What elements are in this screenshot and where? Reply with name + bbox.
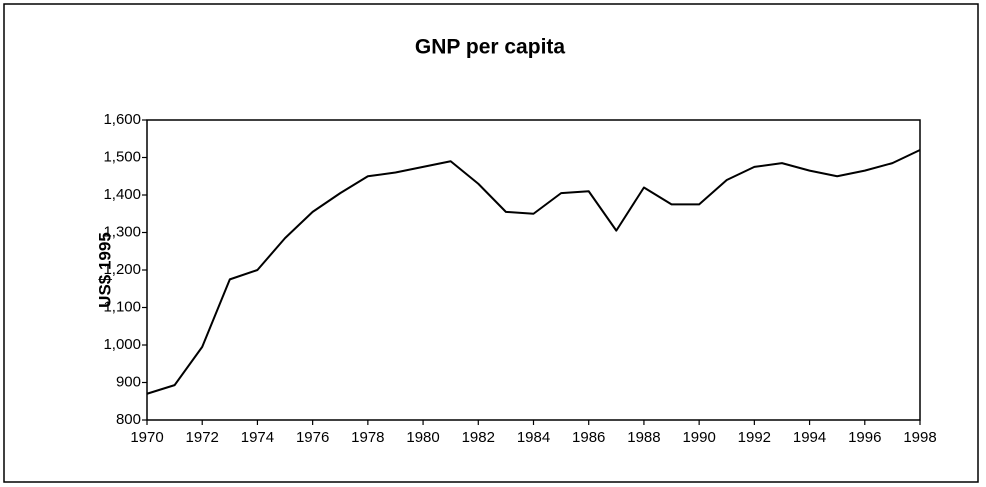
x-tick-label: 1982 bbox=[462, 429, 495, 446]
x-tick-label: 1990 bbox=[682, 429, 715, 446]
y-tick-label: 1,100 bbox=[103, 298, 141, 315]
y-tick-label: 900 bbox=[116, 373, 141, 390]
y-tick-label: 1,300 bbox=[103, 223, 141, 240]
y-axis-label: US$ 1995 bbox=[95, 232, 114, 308]
x-tick-label: 1986 bbox=[572, 429, 605, 446]
x-tick-label: 1972 bbox=[186, 429, 219, 446]
y-tick-label: 1,200 bbox=[103, 261, 141, 278]
plot-frame bbox=[146, 119, 921, 421]
x-tick-label: 1970 bbox=[130, 429, 163, 446]
chart-border bbox=[3, 3, 979, 483]
x-tick-label: 1984 bbox=[517, 429, 550, 446]
x-tick-label: 1998 bbox=[903, 429, 936, 446]
y-tick-label: 1,000 bbox=[103, 336, 141, 353]
x-tick-label: 1976 bbox=[296, 429, 329, 446]
x-tick-label: 1974 bbox=[241, 429, 274, 446]
x-tick-label: 1994 bbox=[793, 429, 826, 446]
y-tick-label: 1,600 bbox=[103, 111, 141, 128]
chart-title: GNP per capita bbox=[415, 36, 565, 59]
x-tick-label: 1978 bbox=[351, 429, 384, 446]
x-tick-label: 1988 bbox=[627, 429, 660, 446]
y-tick-label: 800 bbox=[116, 411, 141, 428]
data-line bbox=[146, 149, 921, 395]
x-tick-label: 1996 bbox=[848, 429, 881, 446]
y-tick-label: 1,400 bbox=[103, 186, 141, 203]
x-tick-label: 1992 bbox=[738, 429, 771, 446]
x-tick-label: 1980 bbox=[406, 429, 439, 446]
y-tick-label: 1,500 bbox=[103, 148, 141, 165]
